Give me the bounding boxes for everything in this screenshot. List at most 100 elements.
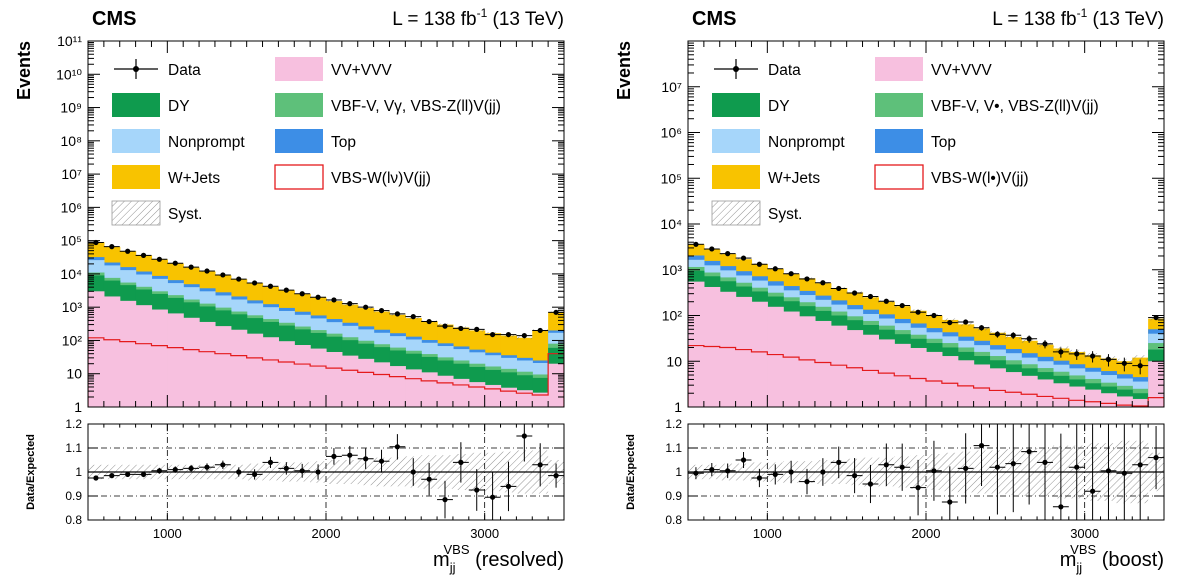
syst-band: [1132, 355, 1149, 361]
ratio-point: [140, 471, 147, 477]
data-point: [505, 331, 512, 338]
data-point: [1058, 349, 1064, 355]
legend-item: Syst.: [711, 200, 802, 226]
ratio-tick-label: 1: [675, 465, 682, 479]
ratio-point: [883, 462, 889, 468]
ratio-point: [836, 459, 842, 465]
ratio-point: [1121, 470, 1127, 476]
ratio-point: [156, 468, 162, 474]
ratio-point: [188, 465, 194, 471]
stack-bar: [246, 333, 264, 407]
stack-bar: [688, 281, 705, 407]
stack-bar: [421, 372, 438, 407]
legend-item: DY: [112, 93, 190, 117]
ratio-point: [899, 464, 905, 470]
data-point: [947, 319, 953, 326]
lumi-value: L = 138 fb: [392, 9, 476, 30]
y-tick-label: 10¹⁰: [56, 66, 82, 82]
stack-bar: [119, 300, 137, 407]
y-tick-label: 10: [666, 353, 682, 369]
data-point: [521, 332, 527, 339]
ratio-points: [88, 424, 564, 520]
ratio-tick-label: 1.2: [665, 417, 682, 431]
ratio-points: [688, 424, 1164, 520]
data-point: [426, 318, 432, 325]
legend-item: Nonprompt: [712, 129, 845, 153]
legend-item: Data: [114, 59, 201, 79]
ratio-point: [553, 473, 559, 479]
x-axis-suffix: (resolved): [475, 549, 564, 571]
stack-bar: [1116, 396, 1133, 407]
stack-bar: [910, 347, 927, 407]
ratio-point: [410, 469, 416, 475]
ratio-point: [93, 475, 99, 481]
stack-bar: [262, 337, 279, 407]
y-tick-label: 10⁶: [661, 125, 682, 141]
data-point: [740, 255, 747, 261]
ratio-point: [426, 476, 432, 482]
ratio-point: [1026, 449, 1032, 455]
y-tick-label: 10⁸: [61, 133, 83, 149]
stack-bar: [783, 311, 800, 407]
legend-label: Data: [768, 62, 801, 79]
legend-swatch: [875, 129, 923, 153]
stack-bar: [846, 330, 864, 407]
ratio-point: [537, 462, 543, 468]
y-tick-label: 10⁴: [660, 216, 682, 232]
data-point: [204, 268, 210, 274]
data-point: [299, 291, 305, 297]
data-point: [1074, 351, 1080, 357]
stack-bar: [484, 384, 502, 407]
ratio-point: [994, 464, 1001, 470]
ratio-tick-label: 1.1: [665, 441, 682, 455]
y-tick-label: 10²: [662, 308, 683, 324]
stack-bar: [926, 351, 943, 407]
ratio-point: [725, 468, 731, 474]
y-tick-label: 10⁷: [61, 166, 82, 182]
stack-bar: [1052, 383, 1070, 407]
data-point: [1121, 360, 1127, 366]
stack-bar: [199, 321, 216, 407]
legend-item: VBS-W(l•)V(jj): [874, 164, 1029, 190]
stack-bar: [103, 296, 121, 407]
ratio-point: [978, 443, 985, 449]
ratio-point: [1090, 488, 1096, 494]
legend-swatch: [875, 93, 923, 117]
y-tick-label: 10¹¹: [57, 33, 82, 49]
data-point: [883, 298, 889, 304]
data-point: [756, 261, 763, 267]
y-tick-label: 10⁹: [60, 100, 82, 116]
x-axis-subscript: jj: [1075, 560, 1082, 575]
stack-bar: [405, 369, 422, 407]
data-point: [363, 304, 369, 310]
legend-swatch: [274, 164, 324, 190]
legend-item: DY: [712, 93, 790, 117]
data-point: [347, 301, 353, 307]
stack-bar: [941, 356, 959, 407]
x-axis-suffix: (boost): [1102, 549, 1164, 571]
stack-bar: [373, 362, 391, 407]
stack-bar: [326, 351, 343, 407]
data-point: [442, 323, 448, 329]
x-tick-label: 3000: [1070, 526, 1099, 541]
legend-label: VV+VVV: [931, 62, 992, 79]
data-point: [252, 280, 258, 286]
stack-bar: [151, 309, 168, 407]
legend-swatch: [712, 165, 760, 189]
ratio-point: [172, 467, 178, 473]
stack-bar: [135, 305, 153, 407]
ratio-tick-label: 1.2: [65, 417, 82, 431]
ratio-point: [1058, 504, 1064, 510]
ratio-point: [867, 481, 874, 487]
legend-swatch: [275, 129, 323, 153]
stack-bar: [183, 317, 200, 407]
ratio-point: [252, 471, 258, 477]
energy-value: (13 TeV): [493, 9, 564, 30]
ratio-point: [394, 444, 400, 450]
stack-bar: [500, 387, 517, 407]
y-tick-label: 10⁷: [661, 79, 682, 95]
stack-bar: [310, 348, 327, 407]
legend-data-marker: [733, 66, 739, 72]
legend-item: VBF-V, V•, VBS-Z(ll)V(jj): [875, 93, 1099, 117]
